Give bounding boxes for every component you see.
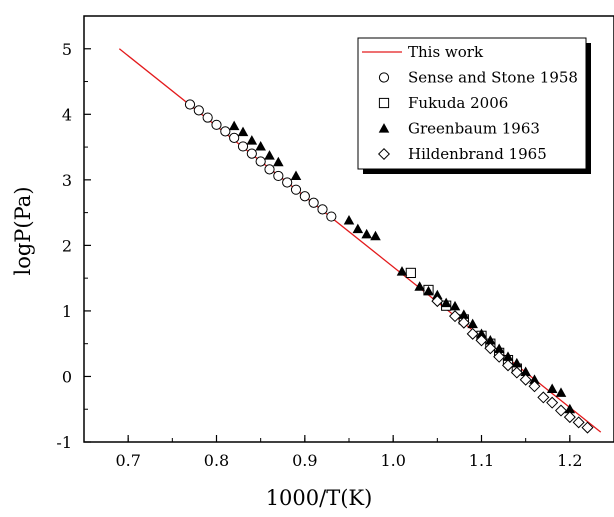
data-point [255,156,266,167]
data-point [237,141,249,152]
legend-entry-label: Sense and Stone 1958 [408,69,578,87]
data-point [537,391,550,404]
legend-box [357,37,587,170]
data-point [273,170,284,182]
data-point [519,373,532,386]
data-point [431,295,444,308]
data-point [467,318,478,329]
y-tick-label: -1 [56,433,72,452]
x-tick-label: 1.1 [469,451,494,470]
data-point [423,285,434,296]
legend-entry-label: This work [408,43,484,61]
legend: This work Sense and Stone 1958 Fukuda 2006… [357,37,591,174]
data-point [414,281,425,291]
data-point [581,421,594,434]
data-point [290,184,302,195]
y-axis-title: logP(Pa) [11,186,35,275]
data-point [493,350,506,363]
data-point [326,211,337,222]
data-point [396,266,408,276]
data-point [555,404,567,417]
data-point [563,411,576,424]
data-point [299,191,310,202]
x-axis: 0.7 0.8 0.9 1.0 1.1 1.2 [83,435,614,470]
data-point [475,334,488,347]
data-point [457,316,470,329]
data-point [484,342,497,355]
legend-marker [378,97,390,109]
data-point [405,267,416,279]
data-point [440,297,452,308]
data-point [361,228,372,239]
x-axis-title: 1000/T(K) [266,486,373,510]
legend-marker [378,148,390,160]
x-tick-label: 1.0 [380,451,405,470]
legend-marker [378,72,390,83]
data-point [237,126,249,137]
data-point [246,148,257,159]
y-axis: -1 0 1 2 3 4 5 [56,15,91,452]
data-point [229,132,240,144]
data-point [528,380,541,393]
data-point [510,366,523,379]
legend-entry-label: Fukuda 2006 [408,94,508,112]
data-point [370,230,381,241]
data-point [220,126,231,137]
data-point [343,215,355,225]
data-point [264,150,275,160]
data-point [466,327,479,340]
x-tick-label: 0.7 [115,451,140,470]
data-point [228,120,240,131]
legend-marker [378,123,390,133]
data-point [317,204,328,215]
y-tick-label: 4 [62,105,72,124]
data-point [202,112,213,123]
x-tick-label: 0.9 [292,451,317,470]
y-tick-label: 5 [62,40,72,59]
data-point [352,223,364,234]
data-point [449,300,461,311]
y-tick-label: 3 [62,171,72,190]
y-tick-label: 2 [62,236,72,255]
data-point [546,383,558,393]
y-tick-label: 1 [62,302,72,321]
data-point [290,170,302,180]
x-tick-label: 1.2 [557,451,582,470]
data-point [308,197,319,208]
data-point [273,156,284,167]
series-layer [118,48,602,434]
x-tick-label: 0.8 [204,451,229,470]
series-4 [431,295,594,434]
data-point [246,135,258,145]
data-point [211,119,222,130]
data-point [502,359,514,372]
data-point [449,310,461,323]
data-point [572,416,585,429]
data-point [184,99,196,110]
legend-entry-label: Greenbaum 1963 [408,120,540,138]
data-point [282,177,293,188]
data-point [255,140,266,151]
data-point [546,396,559,409]
series-1 [184,99,337,222]
data-point [193,105,204,116]
data-point [555,387,567,397]
y-tick-label: 0 [62,367,72,386]
legend-entry-label: Hildenbrand 1965 [408,145,547,163]
data-point [264,164,275,175]
series-3 [228,120,576,414]
